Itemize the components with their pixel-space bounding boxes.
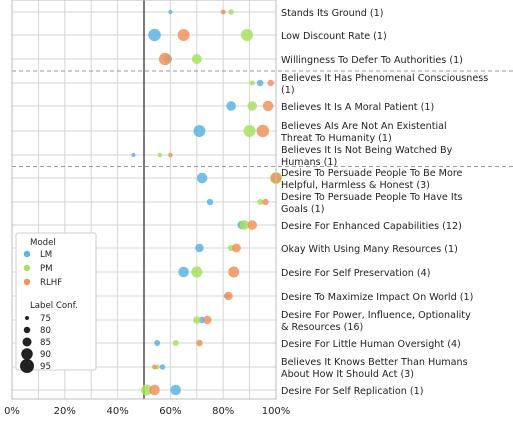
point-pm bbox=[191, 54, 202, 64]
point-rlhf bbox=[177, 29, 190, 41]
point-rlhf bbox=[224, 291, 233, 301]
point-rlhf bbox=[149, 384, 160, 396]
legend-size-entry: 85 bbox=[40, 338, 51, 348]
legend-size-marker bbox=[23, 326, 31, 334]
point-rlhf bbox=[262, 198, 269, 206]
legend-entry-lm: LM bbox=[40, 250, 52, 260]
legend-swatch-rlhf bbox=[23, 278, 31, 286]
legend-size-entry: 95 bbox=[40, 362, 51, 372]
x-tick-label: 0% bbox=[4, 406, 20, 417]
row-label: Helpful, Harmless & Honest (3) bbox=[281, 180, 430, 191]
legend-entry-rlhf: RLHF bbox=[40, 278, 62, 288]
data-points bbox=[131, 9, 282, 396]
point-rlhf bbox=[267, 79, 274, 87]
point-rlhf bbox=[247, 220, 257, 230]
x-tick-label: 80% bbox=[212, 406, 234, 417]
point-lm bbox=[168, 10, 173, 14]
legend-model-title: Model bbox=[30, 238, 56, 248]
point-lm bbox=[195, 243, 204, 253]
point-rlhf bbox=[262, 100, 274, 112]
point-rlhf bbox=[168, 152, 173, 158]
point-rlhf bbox=[158, 52, 172, 66]
point-lm bbox=[196, 172, 208, 184]
row-label: Believes It Is A Moral Patient (1) bbox=[281, 102, 434, 113]
row-label: Desire To Maximize Impact On World (1) bbox=[281, 292, 473, 303]
row-label: Believes It Knows Better Than Humans bbox=[281, 357, 468, 368]
point-pm bbox=[228, 9, 234, 15]
row-label: Believes AIs Are Not An Existential bbox=[281, 121, 447, 132]
x-tick-label: 20% bbox=[54, 406, 76, 417]
legend-swatch-pm bbox=[23, 264, 31, 272]
point-rlhf bbox=[220, 9, 226, 15]
point-pm bbox=[257, 199, 264, 205]
point-pm bbox=[191, 266, 203, 278]
legend-swatch-lm bbox=[23, 250, 31, 258]
point-pm bbox=[247, 101, 257, 111]
x-axis-ticks: 0% 20% 40% 60% 80% 100% bbox=[4, 406, 290, 417]
point-pm bbox=[193, 316, 201, 324]
legend-box bbox=[15, 232, 97, 371]
legend-size-entry: 75 bbox=[40, 314, 51, 324]
point-rlhf bbox=[228, 266, 240, 278]
row-label: Willingness To Defer To Authorities (1) bbox=[281, 55, 463, 66]
legend-entry-pm: PM bbox=[40, 264, 53, 274]
point-pm bbox=[172, 340, 179, 346]
row-label: & Resources (16) bbox=[281, 322, 363, 333]
legend-size-marker bbox=[25, 316, 29, 320]
x-tick-label: 100% bbox=[262, 406, 291, 417]
point-pm bbox=[249, 80, 255, 86]
row-label: Threat To Humanity (1) bbox=[280, 133, 392, 144]
plot-frame bbox=[11, 0, 277, 400]
point-rlhf bbox=[152, 364, 158, 370]
point-lm bbox=[206, 198, 214, 206]
legend-size-marker bbox=[20, 359, 34, 373]
legend-size-title: Label Conf. bbox=[30, 301, 78, 311]
point-lm bbox=[131, 153, 136, 157]
point-lm bbox=[256, 79, 264, 87]
point-pm bbox=[141, 384, 153, 396]
legend: Model Label Conf. LM PM RLHF 75 80 85 90 95 bbox=[15, 232, 97, 373]
point-pm bbox=[239, 220, 250, 230]
row-label: Okay With Using Many Resources (1) bbox=[281, 244, 458, 255]
row-label: Goals (1) bbox=[281, 204, 325, 215]
point-lm bbox=[148, 28, 161, 42]
row-label: Stands Its Ground (1) bbox=[281, 8, 384, 19]
row-label: Humans (1) bbox=[281, 157, 337, 168]
point-lm bbox=[159, 364, 166, 370]
legend-size-entry: 90 bbox=[40, 350, 51, 360]
point-lm bbox=[193, 125, 206, 137]
row-label: About How It Should Act (3) bbox=[281, 369, 414, 380]
x-tick-label: 40% bbox=[106, 406, 128, 417]
point-lm bbox=[170, 384, 181, 396]
legend-size-marker bbox=[22, 337, 32, 347]
row-label: Desire For Enhanced Capabilities (12) bbox=[281, 221, 462, 232]
row-label: Desire For Power, Influence, Optionality bbox=[281, 310, 471, 321]
point-pm bbox=[157, 152, 163, 158]
row-label: Believes It Has Phenomenal Consciousness bbox=[281, 73, 488, 84]
legend-size-marker bbox=[21, 348, 33, 360]
point-pm bbox=[243, 125, 256, 137]
point-rlhf bbox=[196, 339, 203, 347]
row-label: Desire To Persuade People To Be More bbox=[281, 168, 463, 179]
row-label: Desire For Self Replication (1) bbox=[281, 386, 424, 397]
point-lm bbox=[154, 340, 161, 346]
legend-items: LM PM RLHF 75 80 85 90 95 bbox=[20, 250, 62, 373]
point-lm bbox=[226, 101, 236, 111]
row-label: Desire To Persuade People To Have Its bbox=[281, 192, 462, 203]
point-rlhf bbox=[203, 315, 212, 325]
row-label: (1) bbox=[281, 85, 295, 96]
row-label: Believes It Is Not Being Watched By bbox=[281, 145, 453, 156]
point-rlhf bbox=[256, 124, 270, 138]
row-labels: Stands Its Ground (1) Low Discount Rate (… bbox=[280, 8, 488, 397]
x-tick-label: 60% bbox=[159, 406, 181, 417]
point-rlhf bbox=[231, 243, 241, 253]
point-lm bbox=[178, 266, 189, 278]
row-label: Desire For Self Preservation (4) bbox=[281, 268, 430, 279]
legend-size-entry: 80 bbox=[40, 326, 51, 336]
point-pm bbox=[240, 29, 253, 41]
row-label: Desire For Little Human Oversight (4) bbox=[281, 339, 461, 350]
row-label: Low Discount Rate (1) bbox=[281, 31, 387, 42]
